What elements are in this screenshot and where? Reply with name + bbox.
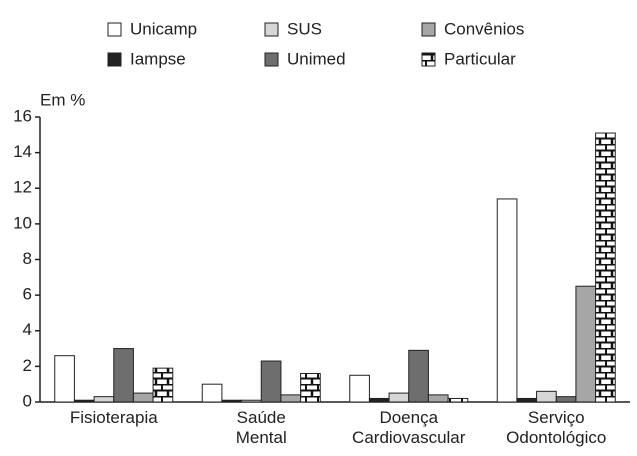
bar [408, 349, 429, 403]
y-axis-label: Em % [40, 90, 85, 109]
bar [496, 198, 518, 403]
bar [73, 399, 95, 403]
bar [221, 399, 243, 403]
y-tick-label: 8 [23, 249, 32, 268]
bar [260, 360, 282, 403]
y-tick-label: 12 [13, 178, 32, 197]
x-tick-label: Serviço Odontológico [506, 408, 607, 447]
bar [93, 396, 115, 403]
bar [54, 355, 75, 403]
y-tick-label: 14 [13, 142, 32, 161]
bar [388, 392, 410, 403]
y-tick-label: 10 [13, 213, 32, 232]
legend-label: Particular [444, 49, 516, 68]
legend-label: Iampse [130, 49, 186, 68]
y-tick-label: 2 [23, 356, 32, 375]
x-tick-label: Fisioterapia [69, 408, 158, 427]
x-tick-label: Saúde Mental [235, 408, 287, 447]
bar [152, 367, 174, 403]
legend-swatch [107, 22, 122, 37]
legend-label: Unicamp [130, 19, 197, 38]
legend-label: Convênios [444, 19, 524, 38]
bar [595, 132, 616, 403]
bar [349, 374, 370, 403]
bar [447, 397, 469, 403]
legend-swatch [107, 52, 122, 67]
legend-swatch [421, 52, 436, 67]
bar [368, 397, 390, 403]
bar [113, 348, 134, 403]
legend-swatch [264, 22, 279, 37]
bar [201, 383, 223, 403]
bar [516, 397, 538, 403]
legend-swatch [264, 52, 279, 67]
legend-swatch [421, 22, 436, 37]
bar [536, 390, 557, 403]
bar [427, 394, 449, 403]
y-tick-label: 16 [13, 106, 32, 125]
legend-label: SUS [287, 19, 322, 38]
bar [575, 285, 597, 403]
y-tick-label: 4 [23, 320, 32, 339]
x-tick-label: Doença Cardiovascular [352, 408, 466, 447]
bar [132, 392, 154, 403]
y-tick-label: 6 [23, 285, 32, 304]
y-tick-label: 0 [23, 391, 32, 410]
bar [555, 396, 577, 403]
legend-label: Unimed [287, 49, 346, 68]
bar [241, 399, 262, 403]
bar [280, 394, 302, 403]
bar [300, 373, 321, 403]
